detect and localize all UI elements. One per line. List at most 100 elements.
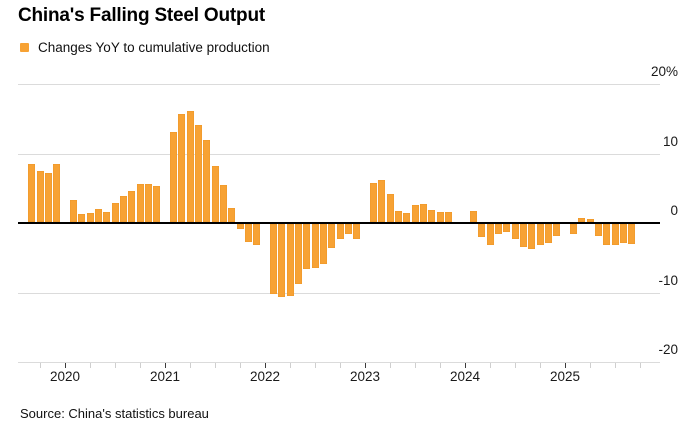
- bar-2025-8: [619, 224, 627, 244]
- x-tick-minor: [440, 363, 441, 368]
- source-note: Source: China's statistics bureau: [20, 406, 209, 421]
- bar-2021-3: [178, 113, 186, 222]
- bar-2021-7: [211, 166, 219, 222]
- bar-2022-10: [336, 224, 344, 240]
- bar-2024-2: [469, 210, 477, 222]
- bar-2020-6: [103, 212, 111, 222]
- x-axis-label: 2021: [149, 369, 181, 384]
- bar-2021-12: [253, 224, 261, 245]
- bar-2020-12: [153, 185, 161, 222]
- bar-2024-3: [478, 224, 486, 238]
- x-tick-minor: [640, 363, 641, 368]
- y-axis-label: 0: [670, 203, 678, 218]
- x-tick-major: [365, 363, 366, 368]
- bar-2021-8: [219, 185, 227, 222]
- bar-2022-3: [278, 224, 286, 297]
- bar-2020-8: [119, 196, 127, 222]
- bar-2024-7: [511, 224, 519, 240]
- x-axis-label: 2025: [549, 369, 581, 384]
- bar-2022-12: [353, 224, 361, 239]
- bar-2020-11: [144, 183, 152, 222]
- chart-title: China's Falling Steel Output: [18, 5, 265, 26]
- bar-2024-8: [519, 224, 527, 247]
- bar-2022-2: [269, 224, 277, 294]
- x-tick-major: [65, 363, 66, 368]
- bar-2023-3: [378, 179, 386, 222]
- bar-2024-9: [528, 224, 536, 250]
- x-tick-minor: [140, 363, 141, 368]
- bar-2023-7: [411, 204, 419, 222]
- y-axis-label: 10: [662, 133, 678, 149]
- bar-2024-6: [503, 224, 511, 232]
- bar-2021-6: [203, 139, 211, 222]
- bar-2022-6: [303, 224, 311, 270]
- x-tick-minor: [540, 363, 541, 368]
- bar-2025-6: [603, 224, 611, 245]
- bar-2023-10: [436, 212, 444, 222]
- bar-2025-9: [628, 224, 636, 245]
- y-axis-label: -10: [658, 272, 678, 288]
- bar-2021-10: [236, 224, 244, 229]
- bar-2020-2: [69, 200, 77, 222]
- legend-label: Changes YoY to cumulative production: [38, 40, 270, 55]
- x-tick-major: [565, 363, 566, 368]
- bar-2020-10: [136, 183, 144, 222]
- x-tick-minor: [40, 363, 41, 368]
- bar-2025-4: [586, 219, 594, 222]
- x-tick-minor: [615, 363, 616, 368]
- bar-2020-9: [128, 190, 136, 222]
- bar-2024-4: [486, 224, 494, 245]
- x-tick-minor: [215, 363, 216, 368]
- x-axis-label: 2020: [49, 369, 81, 384]
- y-axis-label: 20%: [650, 64, 678, 79]
- bar-2020-5: [94, 208, 102, 222]
- x-axis-label: 2023: [349, 369, 381, 384]
- y-axis-label: -20: [658, 342, 678, 357]
- bar-2023-11: [444, 211, 452, 222]
- bar-2022-4: [286, 224, 294, 296]
- gridline--20: [18, 362, 660, 363]
- gridline-20: [18, 84, 660, 85]
- bar-2024-10: [536, 224, 544, 245]
- x-tick-minor: [490, 363, 491, 368]
- bar-2024-5: [494, 224, 502, 234]
- bar-2020-7: [111, 202, 119, 222]
- bar-2021-2: [169, 132, 177, 222]
- bar-2023-9: [428, 210, 436, 222]
- bar-2020-4: [86, 212, 94, 222]
- bar-2022-7: [311, 224, 319, 269]
- bar-2025-2: [569, 224, 577, 235]
- x-tick-minor: [90, 363, 91, 368]
- gridline--10: [18, 292, 660, 294]
- bar-2021-5: [194, 125, 202, 222]
- bar-2020-3: [78, 213, 86, 222]
- x-tick-major: [265, 363, 266, 368]
- x-tick-minor: [115, 363, 116, 368]
- bar-2022-11: [344, 224, 352, 234]
- x-tick-minor: [515, 363, 516, 368]
- bar-2021-9: [228, 208, 236, 222]
- x-tick-minor: [315, 363, 316, 368]
- bar-2022-8: [319, 224, 327, 264]
- bar-2025-7: [611, 224, 619, 245]
- legend-swatch-icon: [20, 43, 29, 52]
- bar-2021-4: [186, 110, 194, 222]
- bar-2023-2: [369, 183, 377, 222]
- bar-2025-3: [578, 217, 586, 222]
- bar-2023-8: [419, 203, 427, 222]
- bar-2019-9: [28, 163, 36, 222]
- bar-2019-11: [44, 173, 52, 222]
- x-tick-minor: [340, 363, 341, 368]
- bar-2023-6: [403, 212, 411, 222]
- bar-2025-5: [594, 224, 602, 236]
- x-tick-minor: [590, 363, 591, 368]
- x-tick-minor: [190, 363, 191, 368]
- bar-2019-10: [36, 170, 44, 222]
- x-axis-label: 2022: [249, 369, 281, 384]
- bar-2024-12: [553, 224, 561, 236]
- x-tick-minor: [390, 363, 391, 368]
- bar-2022-5: [294, 224, 302, 285]
- x-tick-major: [165, 363, 166, 368]
- bar-2021-11: [244, 224, 252, 243]
